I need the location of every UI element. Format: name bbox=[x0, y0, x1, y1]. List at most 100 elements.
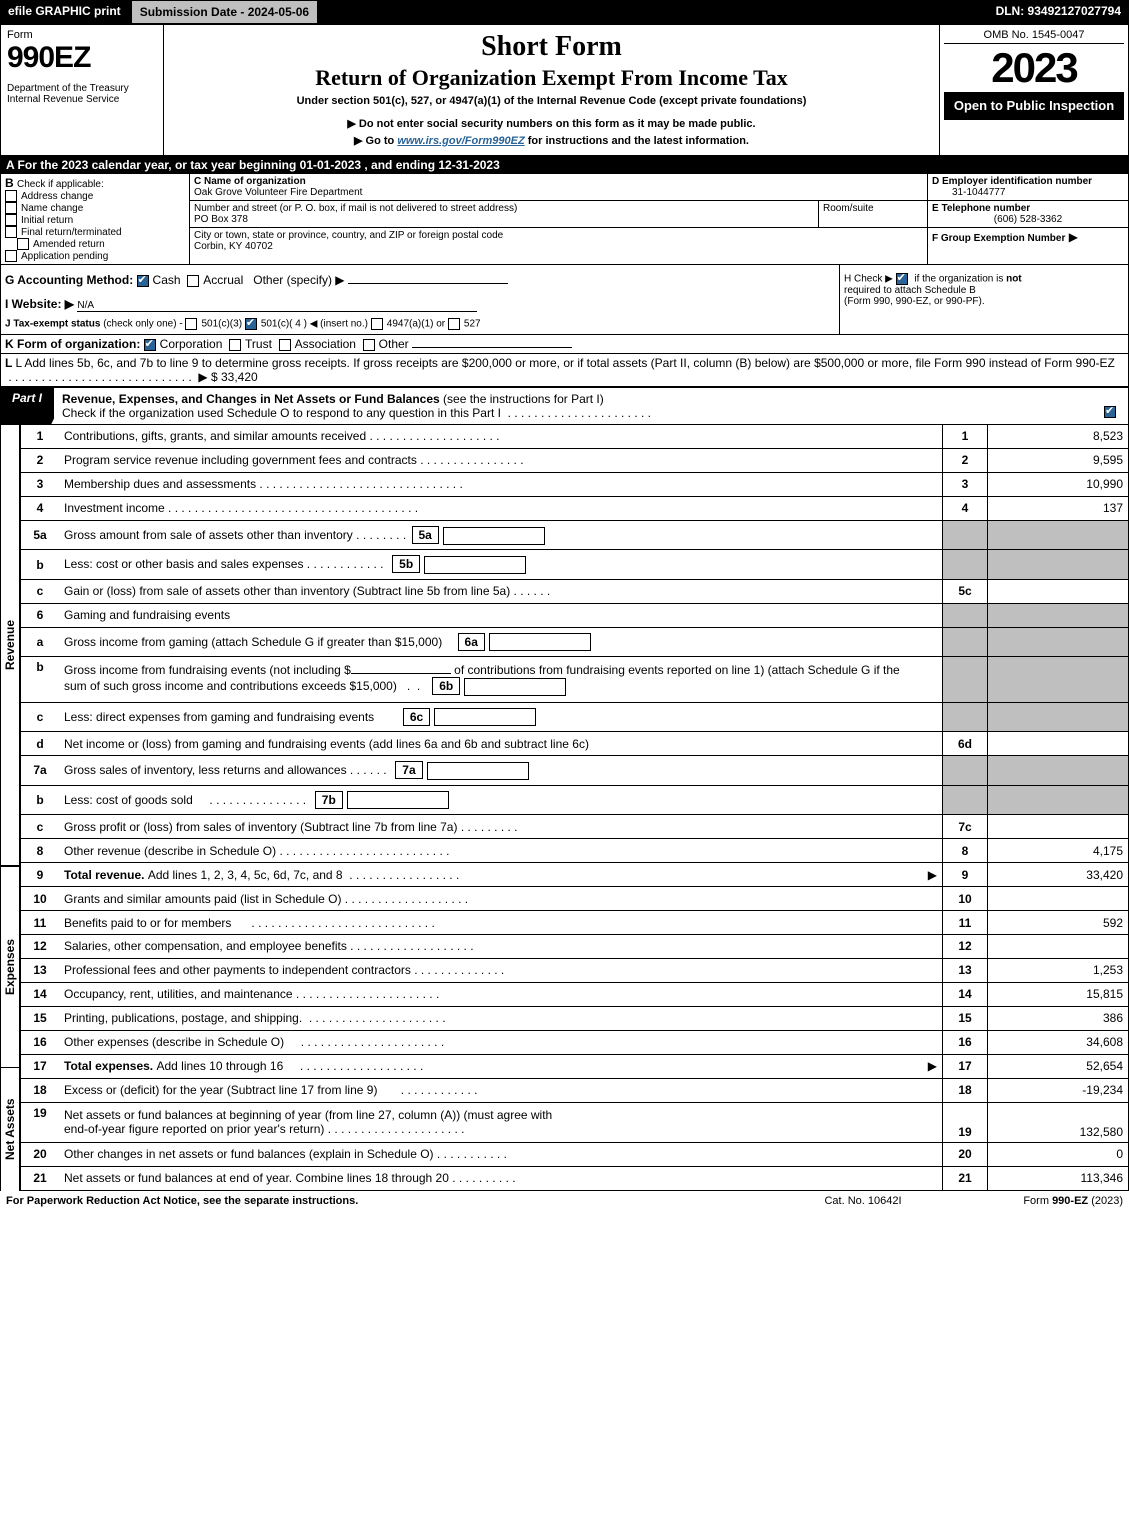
ln-18: 18 bbox=[21, 1078, 60, 1102]
part1-title: Revenue, Expenses, and Changes in Net As… bbox=[62, 392, 440, 406]
cb-501c3[interactable] bbox=[185, 318, 197, 330]
ln-10-desc: Grants and similar amounts paid (list in… bbox=[64, 892, 341, 906]
ln-12-desc: Salaries, other compensation, and employ… bbox=[64, 939, 347, 953]
box-7b: 7b bbox=[315, 791, 343, 809]
table-row: 18Excess or (deficit) for the year (Subt… bbox=[21, 1078, 1129, 1102]
cb-501c[interactable] bbox=[245, 318, 257, 330]
ln-7a-desc: Gross sales of inventory, less returns a… bbox=[64, 763, 347, 777]
cb-initial-return[interactable]: Initial return bbox=[5, 214, 185, 226]
cb-application-pending-label: Application pending bbox=[21, 251, 108, 262]
h-not: not bbox=[1006, 274, 1022, 285]
ln-10-rn: 10 bbox=[943, 887, 988, 911]
ln-6a-amt-shade bbox=[988, 627, 1129, 656]
box-5a: 5a bbox=[412, 526, 439, 544]
table-row: 3Membership dues and assessments . . . .… bbox=[21, 472, 1129, 496]
form-header: Form 990EZ Department of the Treasury In… bbox=[0, 24, 1129, 156]
netassets-section-label: Net Assets bbox=[0, 1067, 20, 1191]
ln-1-amt: 8,523 bbox=[988, 425, 1129, 449]
table-row: 2 Program service revenue including gover… bbox=[21, 448, 1129, 472]
ln-11-desc: Benefits paid to or for members bbox=[64, 916, 231, 930]
ln-2-desc: Program service revenue including govern… bbox=[64, 453, 417, 467]
ln-12-rn: 12 bbox=[943, 935, 988, 959]
amt-7b-input[interactable] bbox=[347, 791, 449, 809]
ln-8-amt: 4,175 bbox=[988, 839, 1129, 863]
table-row: 1Contributions, gifts, grants, and simil… bbox=[21, 425, 1129, 449]
ln-6-amt-shade bbox=[988, 603, 1129, 627]
ln-21-rn: 21 bbox=[943, 1166, 988, 1190]
ln-5b-desc: Less: cost or other basis and sales expe… bbox=[64, 557, 303, 571]
part1-desc: Revenue, Expenses, and Changes in Net As… bbox=[54, 387, 1129, 424]
main-title: Return of Organization Exempt From Incom… bbox=[168, 65, 935, 91]
table-row: 7aGross sales of inventory, less returns… bbox=[21, 756, 1129, 785]
amt-5b-input[interactable] bbox=[424, 556, 526, 574]
cb-application-pending[interactable]: Application pending bbox=[5, 250, 185, 262]
k-other-input[interactable] bbox=[412, 347, 572, 348]
note-goto-pre: ▶ Go to bbox=[354, 135, 397, 147]
city-label: City or town, state or province, country… bbox=[194, 230, 923, 241]
f-arrow-icon: ▶ bbox=[1069, 230, 1078, 244]
ln-6b-amount-input[interactable] bbox=[351, 673, 451, 674]
cb-other-org[interactable] bbox=[363, 339, 375, 351]
cb-address-change[interactable]: Address change bbox=[5, 190, 185, 202]
amt-6b-input[interactable] bbox=[464, 678, 566, 696]
ln-4-rn: 4 bbox=[943, 496, 988, 520]
cb-cash[interactable] bbox=[137, 275, 149, 287]
ln-5a-rn-shade bbox=[943, 520, 988, 549]
ln-12: 12 bbox=[21, 935, 60, 959]
efile-print-button[interactable]: efile GRAPHIC print bbox=[0, 0, 131, 24]
lbl-501c3: 501(c)(3) bbox=[201, 319, 242, 330]
footer-right-form: 990-EZ bbox=[1052, 1195, 1088, 1207]
ln-5b-rn-shade bbox=[943, 550, 988, 579]
lbl-corporation: Corporation bbox=[160, 337, 223, 351]
ln-6b: b bbox=[21, 657, 60, 702]
header-right: OMB No. 1545-0047 2023 Open to Public In… bbox=[940, 25, 1128, 155]
org-address: PO Box 378 bbox=[194, 214, 814, 225]
submission-date-button[interactable]: Submission Date - 2024-05-06 bbox=[131, 0, 318, 24]
i-label: I Website: ▶ bbox=[5, 297, 74, 311]
section-def: D Employer identification number 31-1044… bbox=[928, 174, 1128, 264]
cb-association[interactable] bbox=[279, 339, 291, 351]
ln-5b: b bbox=[21, 550, 60, 579]
ln-7a-rn-shade bbox=[943, 756, 988, 785]
ln-3-amt: 10,990 bbox=[988, 472, 1129, 496]
ln-9-desc-b: Total revenue. bbox=[64, 868, 148, 882]
ln-21-amt: 113,346 bbox=[988, 1166, 1129, 1190]
cb-final-return[interactable]: Final return/terminated bbox=[5, 226, 185, 238]
ln-12-amt bbox=[988, 935, 1129, 959]
ln-14-desc: Occupancy, rent, utilities, and maintena… bbox=[64, 987, 293, 1001]
d-label: D Employer identification number bbox=[932, 176, 1124, 187]
ln-20-rn: 20 bbox=[943, 1142, 988, 1166]
amt-6c-input[interactable] bbox=[434, 708, 536, 726]
cb-accrual[interactable] bbox=[187, 275, 199, 287]
ln-4-desc: Investment income bbox=[64, 501, 165, 515]
ln-13-desc: Professional fees and other payments to … bbox=[64, 963, 411, 977]
table-row: bLess: cost of goods sold . . . . . . . … bbox=[21, 785, 1129, 814]
ln-9: 9 bbox=[21, 863, 60, 887]
amt-7a-input[interactable] bbox=[427, 762, 529, 780]
ln-4-amt: 137 bbox=[988, 496, 1129, 520]
cb-trust[interactable] bbox=[229, 339, 241, 351]
ln-21-desc: Net assets or fund balances at end of ye… bbox=[64, 1171, 449, 1185]
cb-h[interactable] bbox=[896, 273, 908, 285]
cb-4947[interactable] bbox=[371, 318, 383, 330]
amt-6a-input[interactable] bbox=[489, 633, 591, 651]
cb-527[interactable] bbox=[448, 318, 460, 330]
irs-link[interactable]: www.irs.gov/Form990EZ bbox=[397, 135, 524, 147]
g-other-input[interactable] bbox=[348, 283, 508, 284]
ln-19-rn: 19 bbox=[943, 1102, 988, 1142]
ln-2: 2 bbox=[21, 448, 60, 472]
short-form-title: Short Form bbox=[168, 31, 935, 63]
l-amount: 33,420 bbox=[221, 370, 258, 384]
footer-catno: Cat. No. 10642I bbox=[763, 1195, 963, 1207]
cb-corporation[interactable] bbox=[144, 339, 156, 351]
amt-5a-input[interactable] bbox=[443, 527, 545, 545]
table-row: 14Occupancy, rent, utilities, and mainte… bbox=[21, 982, 1129, 1006]
cb-amended-return[interactable]: Amended return bbox=[5, 238, 185, 250]
cb-part1-schedule-o[interactable] bbox=[1104, 406, 1116, 418]
form-number: 990EZ bbox=[7, 41, 157, 75]
ln-13-rn: 13 bbox=[943, 958, 988, 982]
ln-7b-desc: Less: cost of goods sold bbox=[64, 793, 193, 807]
ln-6d-amt bbox=[988, 732, 1129, 756]
cb-name-change[interactable]: Name change bbox=[5, 202, 185, 214]
topbar-spacer bbox=[318, 0, 987, 24]
